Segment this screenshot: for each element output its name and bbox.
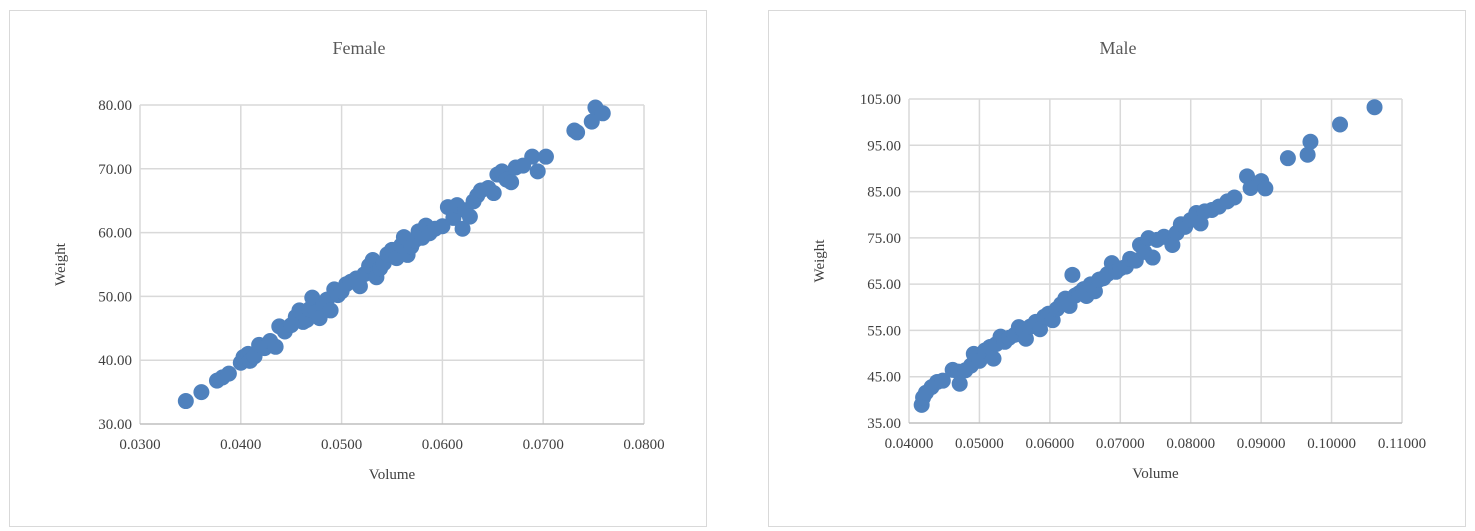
data-point [454, 220, 471, 237]
data-point [1226, 189, 1243, 206]
data-point [1279, 150, 1296, 167]
chart-panel-female: Female 0.0300 0.0400 0.0500 0.0600 0.0700 0.08… [9, 10, 707, 527]
y-tick-label: 75.00 [867, 231, 901, 247]
x-tick-label: 0.0300 [119, 437, 160, 453]
x-tick-label: 0.11000 [1378, 436, 1426, 452]
y-tick-label: 95.00 [867, 138, 901, 154]
data-point [583, 113, 600, 130]
data-point [1302, 133, 1319, 150]
x-tick-label: 0.06000 [1025, 436, 1074, 452]
x-tick-label: 0.10000 [1307, 436, 1356, 452]
y-tick-label: 40.00 [98, 353, 132, 369]
x-tick-label: 0.0800 [623, 437, 664, 453]
data-point [1164, 237, 1181, 254]
data-point [1257, 180, 1274, 197]
data-point [485, 185, 502, 202]
data-point [951, 375, 968, 392]
x-axis-label: Volume [369, 467, 416, 483]
y-axis-label: Weight [812, 239, 828, 283]
data-point [934, 372, 951, 389]
x-tick-label: 0.0700 [523, 437, 564, 453]
y-tick-label: 60.00 [98, 226, 132, 242]
x-tick-label: 0.04000 [885, 436, 934, 452]
x-tick-label: 0.08000 [1166, 436, 1215, 452]
y-tick-label: 30.00 [98, 417, 132, 433]
data-point [220, 365, 237, 382]
x-tick-label: 0.0400 [220, 437, 261, 453]
y-tick-label: 85.00 [867, 185, 901, 201]
y-tick-label: 70.00 [98, 162, 132, 178]
x-tick-label: 0.07000 [1096, 436, 1145, 452]
data-point [461, 208, 478, 225]
data-point [434, 218, 451, 235]
data-point [1366, 99, 1383, 116]
data-point [529, 163, 546, 180]
chart-panel-male: Male 0.04000 0.05000 0.06000 0.07000 0.08000 0… [768, 10, 1466, 527]
data-point [1332, 116, 1349, 133]
data-point [524, 148, 541, 165]
data-point [177, 393, 194, 410]
scatter-chart-female: Female 0.0300 0.0400 0.0500 0.0600 0.0700 0.08… [53, 38, 665, 483]
data-point [1031, 321, 1048, 338]
y-tick-label: 35.00 [867, 416, 901, 432]
data-point [1017, 330, 1034, 347]
data-point [193, 384, 210, 401]
data-point [1192, 215, 1209, 232]
x-tick-label: 0.05000 [955, 436, 1004, 452]
data-point [1144, 249, 1161, 266]
x-tick-label: 0.0600 [422, 437, 463, 453]
chart-title: Female [333, 38, 386, 58]
x-axis-label: Volume [1132, 466, 1179, 482]
x-tick-label: 0.09000 [1237, 436, 1286, 452]
data-point [445, 209, 462, 226]
data-point [267, 338, 284, 355]
data-point [351, 278, 368, 295]
data-point [503, 174, 520, 191]
data-point [1299, 146, 1316, 163]
scatter-chart-male: Male 0.04000 0.05000 0.06000 0.07000 0.08000 0… [812, 38, 1426, 482]
y-tick-label: 105.00 [860, 92, 901, 108]
data-point [569, 124, 586, 141]
x-tick-label: 0.0500 [321, 437, 362, 453]
data-point [1064, 266, 1081, 283]
y-axis-label: Weight [53, 242, 69, 286]
data-point [537, 148, 554, 165]
data-point [322, 302, 339, 319]
y-tick-label: 80.00 [98, 98, 132, 114]
y-tick-label: 45.00 [867, 370, 901, 386]
y-tick-label: 50.00 [98, 289, 132, 305]
data-point [985, 350, 1002, 367]
chart-title: Male [1100, 38, 1137, 58]
y-tick-label: 65.00 [867, 277, 901, 293]
data-point [594, 105, 611, 122]
y-tick-label: 55.00 [867, 323, 901, 339]
